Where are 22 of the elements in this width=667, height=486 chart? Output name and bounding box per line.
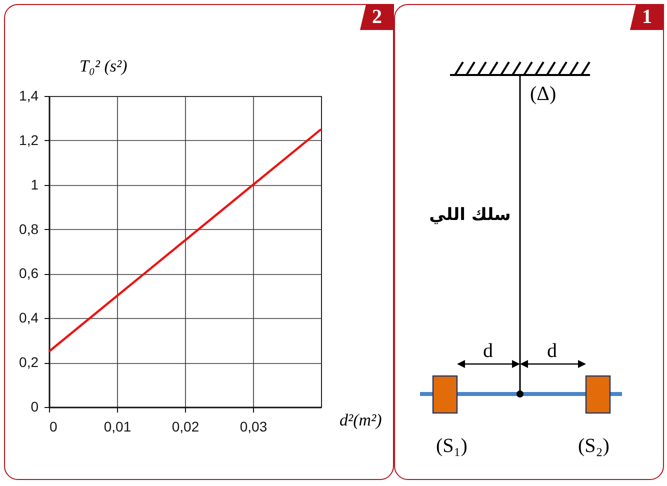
x-tick-label: 0,03 [240, 418, 268, 434]
y-tick-label: 0 [30, 398, 39, 414]
y-tick-label: 1,4 [19, 88, 39, 104]
text: (S₁) [436, 434, 467, 456]
x-tick-label: 0,02 [172, 418, 200, 434]
y-tick-label: 0,8 [19, 220, 39, 237]
y-tick-label: 0,6 [19, 265, 39, 282]
corner-tab: 2 [360, 4, 394, 30]
text: (Δ) [530, 82, 556, 104]
text: سلك اللي [428, 204, 510, 224]
text: (S₂) [578, 434, 609, 456]
y-tick-label: 1 [30, 176, 39, 192]
text: d [482, 340, 492, 362]
x-axis-title: d²(m²) [340, 410, 382, 430]
y-tick-label: 0,4 [19, 310, 39, 326]
x-tick-label: 0,01 [104, 418, 132, 434]
x-tick-label: 0 [50, 418, 58, 434]
text: d [546, 340, 556, 362]
corner-tab: 1 [630, 4, 664, 30]
y-axis-title: T₀² (s²) [80, 56, 128, 76]
y-tick-label: 0,2 [19, 354, 39, 370]
y-tick-label: 1,2 [19, 132, 39, 148]
